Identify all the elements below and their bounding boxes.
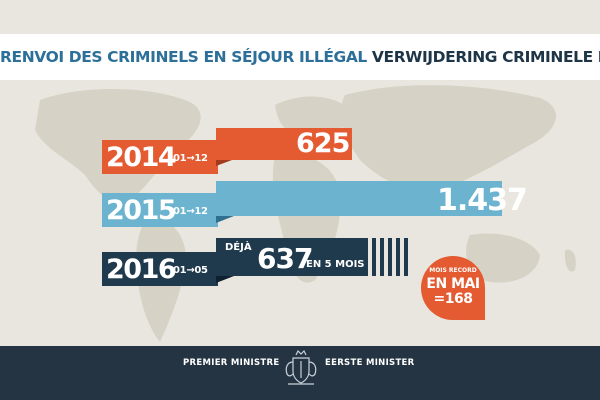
bar-2016-value-block xyxy=(216,238,368,276)
bar-2015-value-block xyxy=(216,181,502,216)
bar-2014-label-block xyxy=(102,140,218,174)
bar-2014-shape xyxy=(102,128,352,174)
bar-year-label: 2016 xyxy=(106,254,177,285)
title-dutch: VERWIJDERING CRIMINELE ILLEGALEN xyxy=(371,48,600,66)
title-french: RENVOI DES CRIMINELS EN SÉJOUR ILLÉGAL xyxy=(0,48,367,66)
badge-line-2: EN MAI xyxy=(426,276,480,292)
bar-2016-remaining-stripes xyxy=(372,238,408,276)
record-month-badge: MOIS RECORD EN MAI =168 xyxy=(421,256,485,320)
bar-2016-fold xyxy=(216,276,234,283)
bar-2016-shape xyxy=(102,238,408,286)
badge-line-3: =168 xyxy=(433,291,473,307)
bar-period-label: 01→12 xyxy=(173,206,208,217)
bar-year-label: 2015 xyxy=(106,195,177,226)
bar-value-label: 625 xyxy=(296,128,350,159)
footer-bar xyxy=(0,346,600,400)
bar-2015-label-block xyxy=(102,193,218,227)
page-title: RENVOI DES CRIMINELS EN SÉJOUR ILLÉGAL V… xyxy=(0,34,600,80)
bar-2015-shape xyxy=(102,181,502,227)
bar-2014-fold xyxy=(216,160,232,166)
header-banner: RENVOI DES CRIMINELS EN SÉJOUR ILLÉGAL V… xyxy=(0,34,600,80)
royal-coat-of-arms-icon xyxy=(285,349,317,385)
badge-line-1: MOIS RECORD xyxy=(429,267,477,274)
bar-period-label: 01→12 xyxy=(173,153,208,164)
bar-period-label: 01→05 xyxy=(173,265,208,276)
footer-label-left: PREMIER MINISTRE xyxy=(183,358,280,368)
bar-deja-label: DÉJÀ xyxy=(225,242,252,253)
bar-2015-fold xyxy=(216,216,234,223)
bar-2014-value-block xyxy=(216,128,352,160)
bar-2016-label-block xyxy=(102,252,218,286)
bar-value-label: 637 xyxy=(257,242,313,275)
bar-months-label: EN 5 MOIS xyxy=(306,259,365,270)
bar-value-label: 1.437 xyxy=(437,183,528,218)
bar-year-label: 2014 xyxy=(106,142,177,173)
footer-label-right: EERSTE MINISTER xyxy=(325,358,415,368)
